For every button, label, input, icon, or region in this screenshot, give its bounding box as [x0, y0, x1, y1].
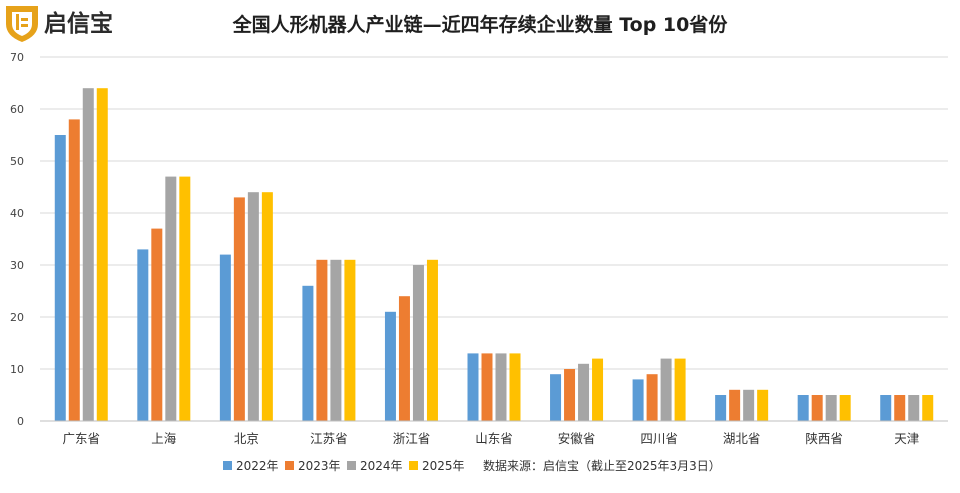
y-tick-label: 30: [10, 259, 24, 272]
bar: [660, 358, 672, 421]
bar: [426, 259, 438, 421]
bar: [247, 192, 259, 421]
bar: [165, 176, 177, 421]
bar: [564, 369, 576, 421]
y-tick-label: 10: [10, 363, 24, 376]
bar: [82, 88, 94, 421]
bar: [316, 259, 328, 421]
bar: [179, 176, 191, 421]
x-tick-label: 江苏省: [310, 431, 348, 446]
y-tick-label: 20: [10, 311, 24, 324]
x-tick-label: 四川省: [640, 431, 678, 446]
bar: [743, 389, 755, 421]
bar: [495, 353, 507, 421]
x-tick-label: 北京: [234, 431, 259, 446]
bar: [592, 358, 604, 421]
bar: [632, 379, 644, 421]
bar: [302, 285, 314, 421]
legend-label: 2023年: [298, 459, 341, 473]
bars: [54, 88, 934, 422]
x-tick-label: 天津: [894, 431, 919, 446]
legend: 2022年 2023年 2024年 2025年: [223, 459, 465, 473]
bar: [674, 358, 686, 421]
bar: [908, 395, 920, 421]
bar: [219, 254, 231, 421]
bar: [922, 395, 934, 421]
bar: [151, 228, 163, 421]
bar: [481, 353, 493, 421]
legend-swatch: [409, 461, 418, 470]
legend-label: 2024年: [360, 459, 403, 473]
source-note: 数据来源：启信宝（截止至2025年3月3日）: [483, 458, 721, 473]
bar: [729, 389, 741, 421]
y-tick-label: 0: [17, 415, 24, 428]
bar: [54, 135, 66, 421]
bar: [757, 389, 769, 421]
y-tick-label: 50: [10, 155, 24, 168]
bar: [550, 374, 562, 421]
x-tick-label: 湖北省: [723, 431, 761, 446]
bar: [894, 395, 906, 421]
x-axis: 广东省 上海 北京 江苏省 浙江省 山东省 安徽省 四川省 湖北省 陕西省 天津: [63, 431, 920, 446]
bar: [96, 88, 108, 421]
legend-label: 2025年: [422, 459, 465, 473]
bar: [509, 353, 521, 421]
legend-label: 2022年: [236, 459, 279, 473]
logo: 启信宝: [6, 6, 113, 42]
gridlines: [40, 56, 948, 370]
shield-icon: [6, 6, 38, 42]
y-axis: 0 10 20 30 40 50 60 70: [10, 51, 24, 428]
bar: [578, 363, 590, 421]
y-tick-label: 40: [10, 207, 24, 220]
bar: [825, 395, 837, 421]
bar: [344, 259, 356, 421]
x-tick-label: 山东省: [475, 431, 513, 446]
chart-title: 全国人形机器人产业链—近四年存续企业数量 Top 10省份: [232, 13, 729, 36]
legend-swatch: [223, 461, 232, 470]
bar: [811, 395, 823, 421]
bar: [839, 395, 851, 421]
bar: [398, 296, 410, 421]
bar: [880, 395, 892, 421]
bar: [797, 395, 809, 421]
legend-swatch: [285, 461, 294, 470]
bar: [330, 259, 342, 421]
legend-swatch: [347, 461, 356, 470]
bar: [233, 197, 245, 421]
x-tick-label: 陕西省: [805, 431, 843, 446]
bar: [384, 311, 396, 421]
x-tick-label: 上海: [151, 431, 177, 446]
bar: [646, 374, 658, 421]
x-tick-label: 安徽省: [558, 431, 596, 446]
y-tick-label: 60: [10, 103, 24, 116]
bar: [412, 265, 424, 421]
y-tick-label: 70: [10, 51, 24, 64]
x-tick-label: 广东省: [63, 431, 101, 446]
bar: [68, 119, 80, 422]
x-tick-label: 浙江省: [393, 431, 431, 446]
bar: [137, 249, 149, 421]
bar: [715, 395, 727, 421]
logo-text: 启信宝: [44, 10, 113, 37]
bar: [261, 192, 273, 421]
bar: [467, 353, 479, 421]
